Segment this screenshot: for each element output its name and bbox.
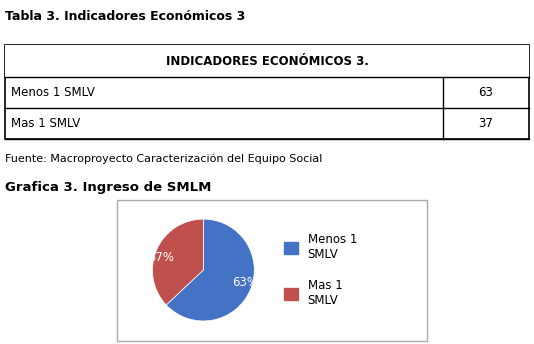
- Text: Mas 1 SMLV: Mas 1 SMLV: [11, 117, 80, 130]
- Text: 63%: 63%: [232, 276, 258, 289]
- Wedge shape: [166, 219, 254, 321]
- Wedge shape: [152, 219, 203, 305]
- Text: 37: 37: [478, 117, 493, 130]
- Text: Tabla 3. Indicadores Económicos 3: Tabla 3. Indicadores Económicos 3: [5, 10, 246, 23]
- Bar: [5, 45, 529, 139]
- Text: Grafica 3. Ingreso de SMLM: Grafica 3. Ingreso de SMLM: [5, 181, 211, 194]
- Text: Menos 1 SMLV: Menos 1 SMLV: [11, 86, 95, 99]
- Text: 37%: 37%: [148, 251, 175, 264]
- Bar: [117, 200, 427, 341]
- Text: Fuente: Macroproyecto Caracterización del Equipo Social: Fuente: Macroproyecto Caracterización de…: [5, 153, 323, 164]
- Bar: [5, 45, 529, 77]
- Text: 63: 63: [478, 86, 493, 99]
- Text: INDICADORES ECONÓMICOS 3.: INDICADORES ECONÓMICOS 3.: [166, 55, 368, 67]
- Legend: Menos 1
SMLV, Mas 1
SMLV: Menos 1 SMLV, Mas 1 SMLV: [279, 228, 362, 312]
